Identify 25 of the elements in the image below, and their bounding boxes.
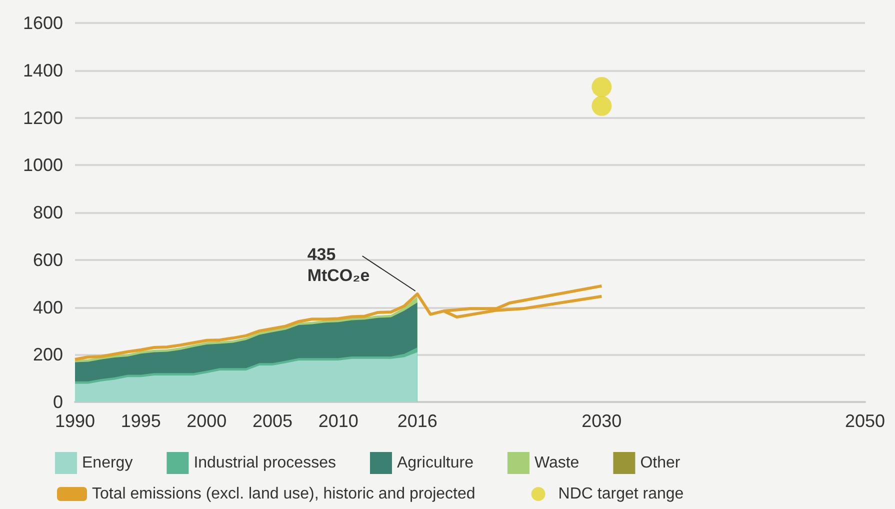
x-tick-label: 2030 xyxy=(582,411,622,431)
x-tick-label: 2016 xyxy=(397,411,438,431)
x-tick-label: 1990 xyxy=(54,411,96,431)
y-tick-label: 1400 xyxy=(22,60,63,80)
annotation: 435 MtCO₂e xyxy=(307,244,370,285)
y-tick-label: 1000 xyxy=(22,155,63,176)
y-tick-label: 400 xyxy=(32,297,63,318)
y-tick-label: 800 xyxy=(32,202,63,222)
legend-label: Waste xyxy=(534,454,580,472)
x-tick-label: 1995 xyxy=(120,411,161,431)
x-tick-label: 2000 xyxy=(186,411,227,431)
y-tick-label: 1200 xyxy=(22,108,63,128)
y-tick-label: 600 xyxy=(32,250,63,270)
legend-label: Other xyxy=(640,454,681,472)
x-tick-label: 2010 xyxy=(318,411,358,431)
legend-label: Total emissions (excl. land use), historic and projected xyxy=(92,486,476,502)
legend-label: NDC target range xyxy=(558,486,684,502)
y-tick-label: 1600 xyxy=(22,13,63,33)
x-tick-label: 2005 xyxy=(252,411,293,431)
x-tick-label: 2050 xyxy=(844,411,886,431)
y-tick-label: 0 xyxy=(52,392,63,412)
legend-label: Energy xyxy=(82,454,133,472)
y-tick-label: 200 xyxy=(32,344,63,365)
legend-label: Agriculture xyxy=(396,454,474,472)
legend-label: Industrial processes xyxy=(194,454,336,472)
